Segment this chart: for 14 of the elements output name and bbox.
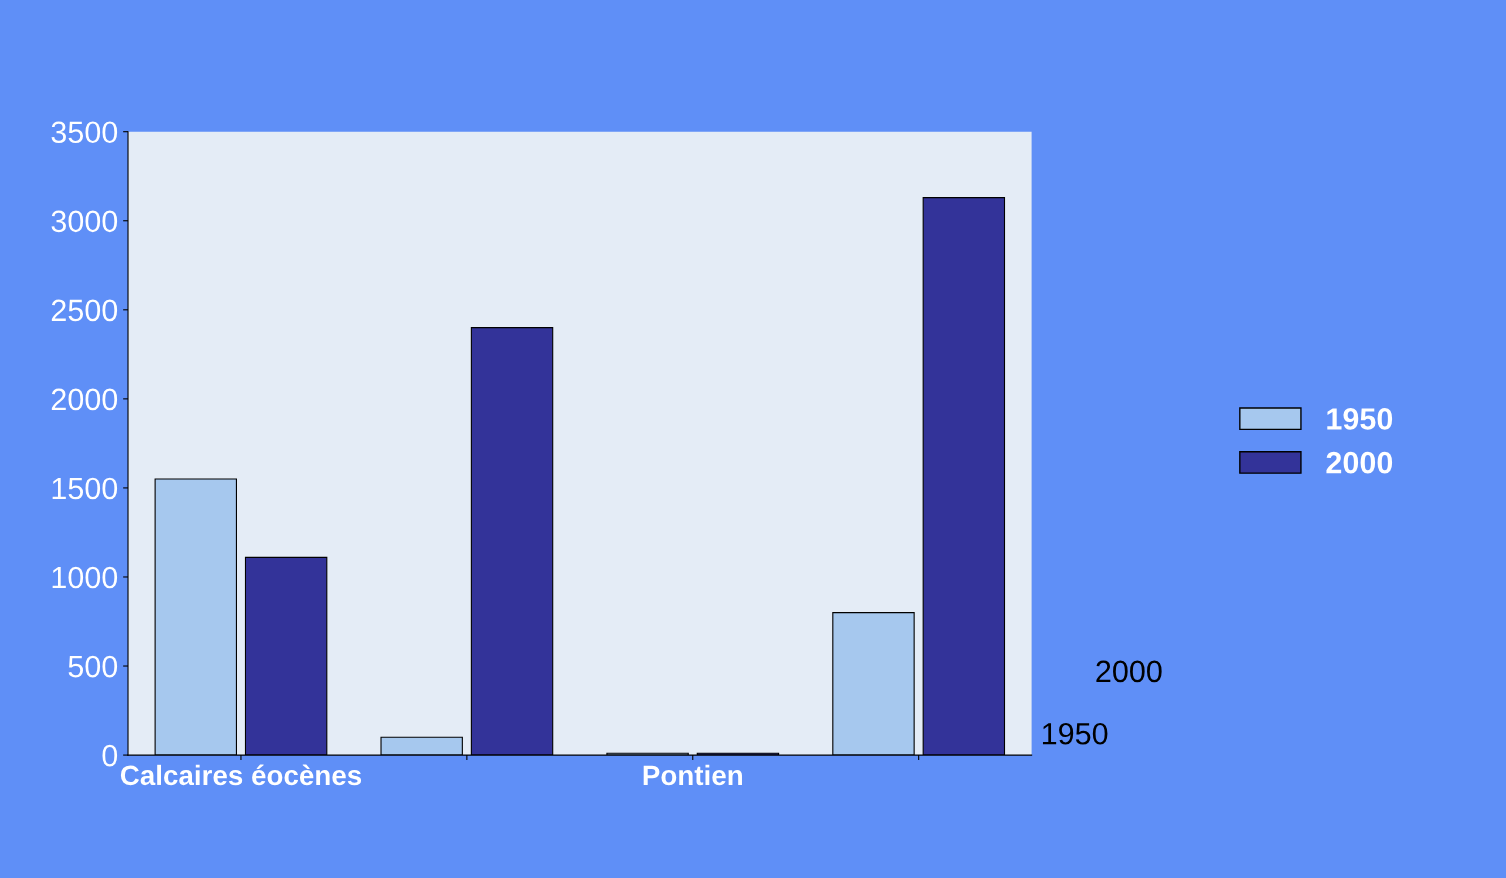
y-tick-label: 500 bbox=[68, 655, 118, 678]
y-tick-label: 0 bbox=[102, 744, 118, 767]
y-tick-label: 2500 bbox=[51, 299, 118, 322]
x-tick-label: Calcaires éocènes bbox=[120, 764, 362, 786]
y-tick-label: 1500 bbox=[52, 477, 118, 500]
legend-label: 2000 bbox=[1326, 451, 1393, 474]
x-tick-label: Pontien bbox=[643, 764, 742, 786]
y-tick-label: 2000 bbox=[51, 388, 118, 411]
text: 1950 bbox=[1042, 722, 1108, 745]
text: 2000 bbox=[1096, 660, 1162, 683]
y-tick-label: 3000 bbox=[51, 210, 118, 233]
legend-label: 1950 bbox=[1327, 408, 1393, 430]
y-tick-label: 3500 bbox=[51, 121, 118, 144]
y-tick-label: 1000 bbox=[52, 566, 118, 589]
